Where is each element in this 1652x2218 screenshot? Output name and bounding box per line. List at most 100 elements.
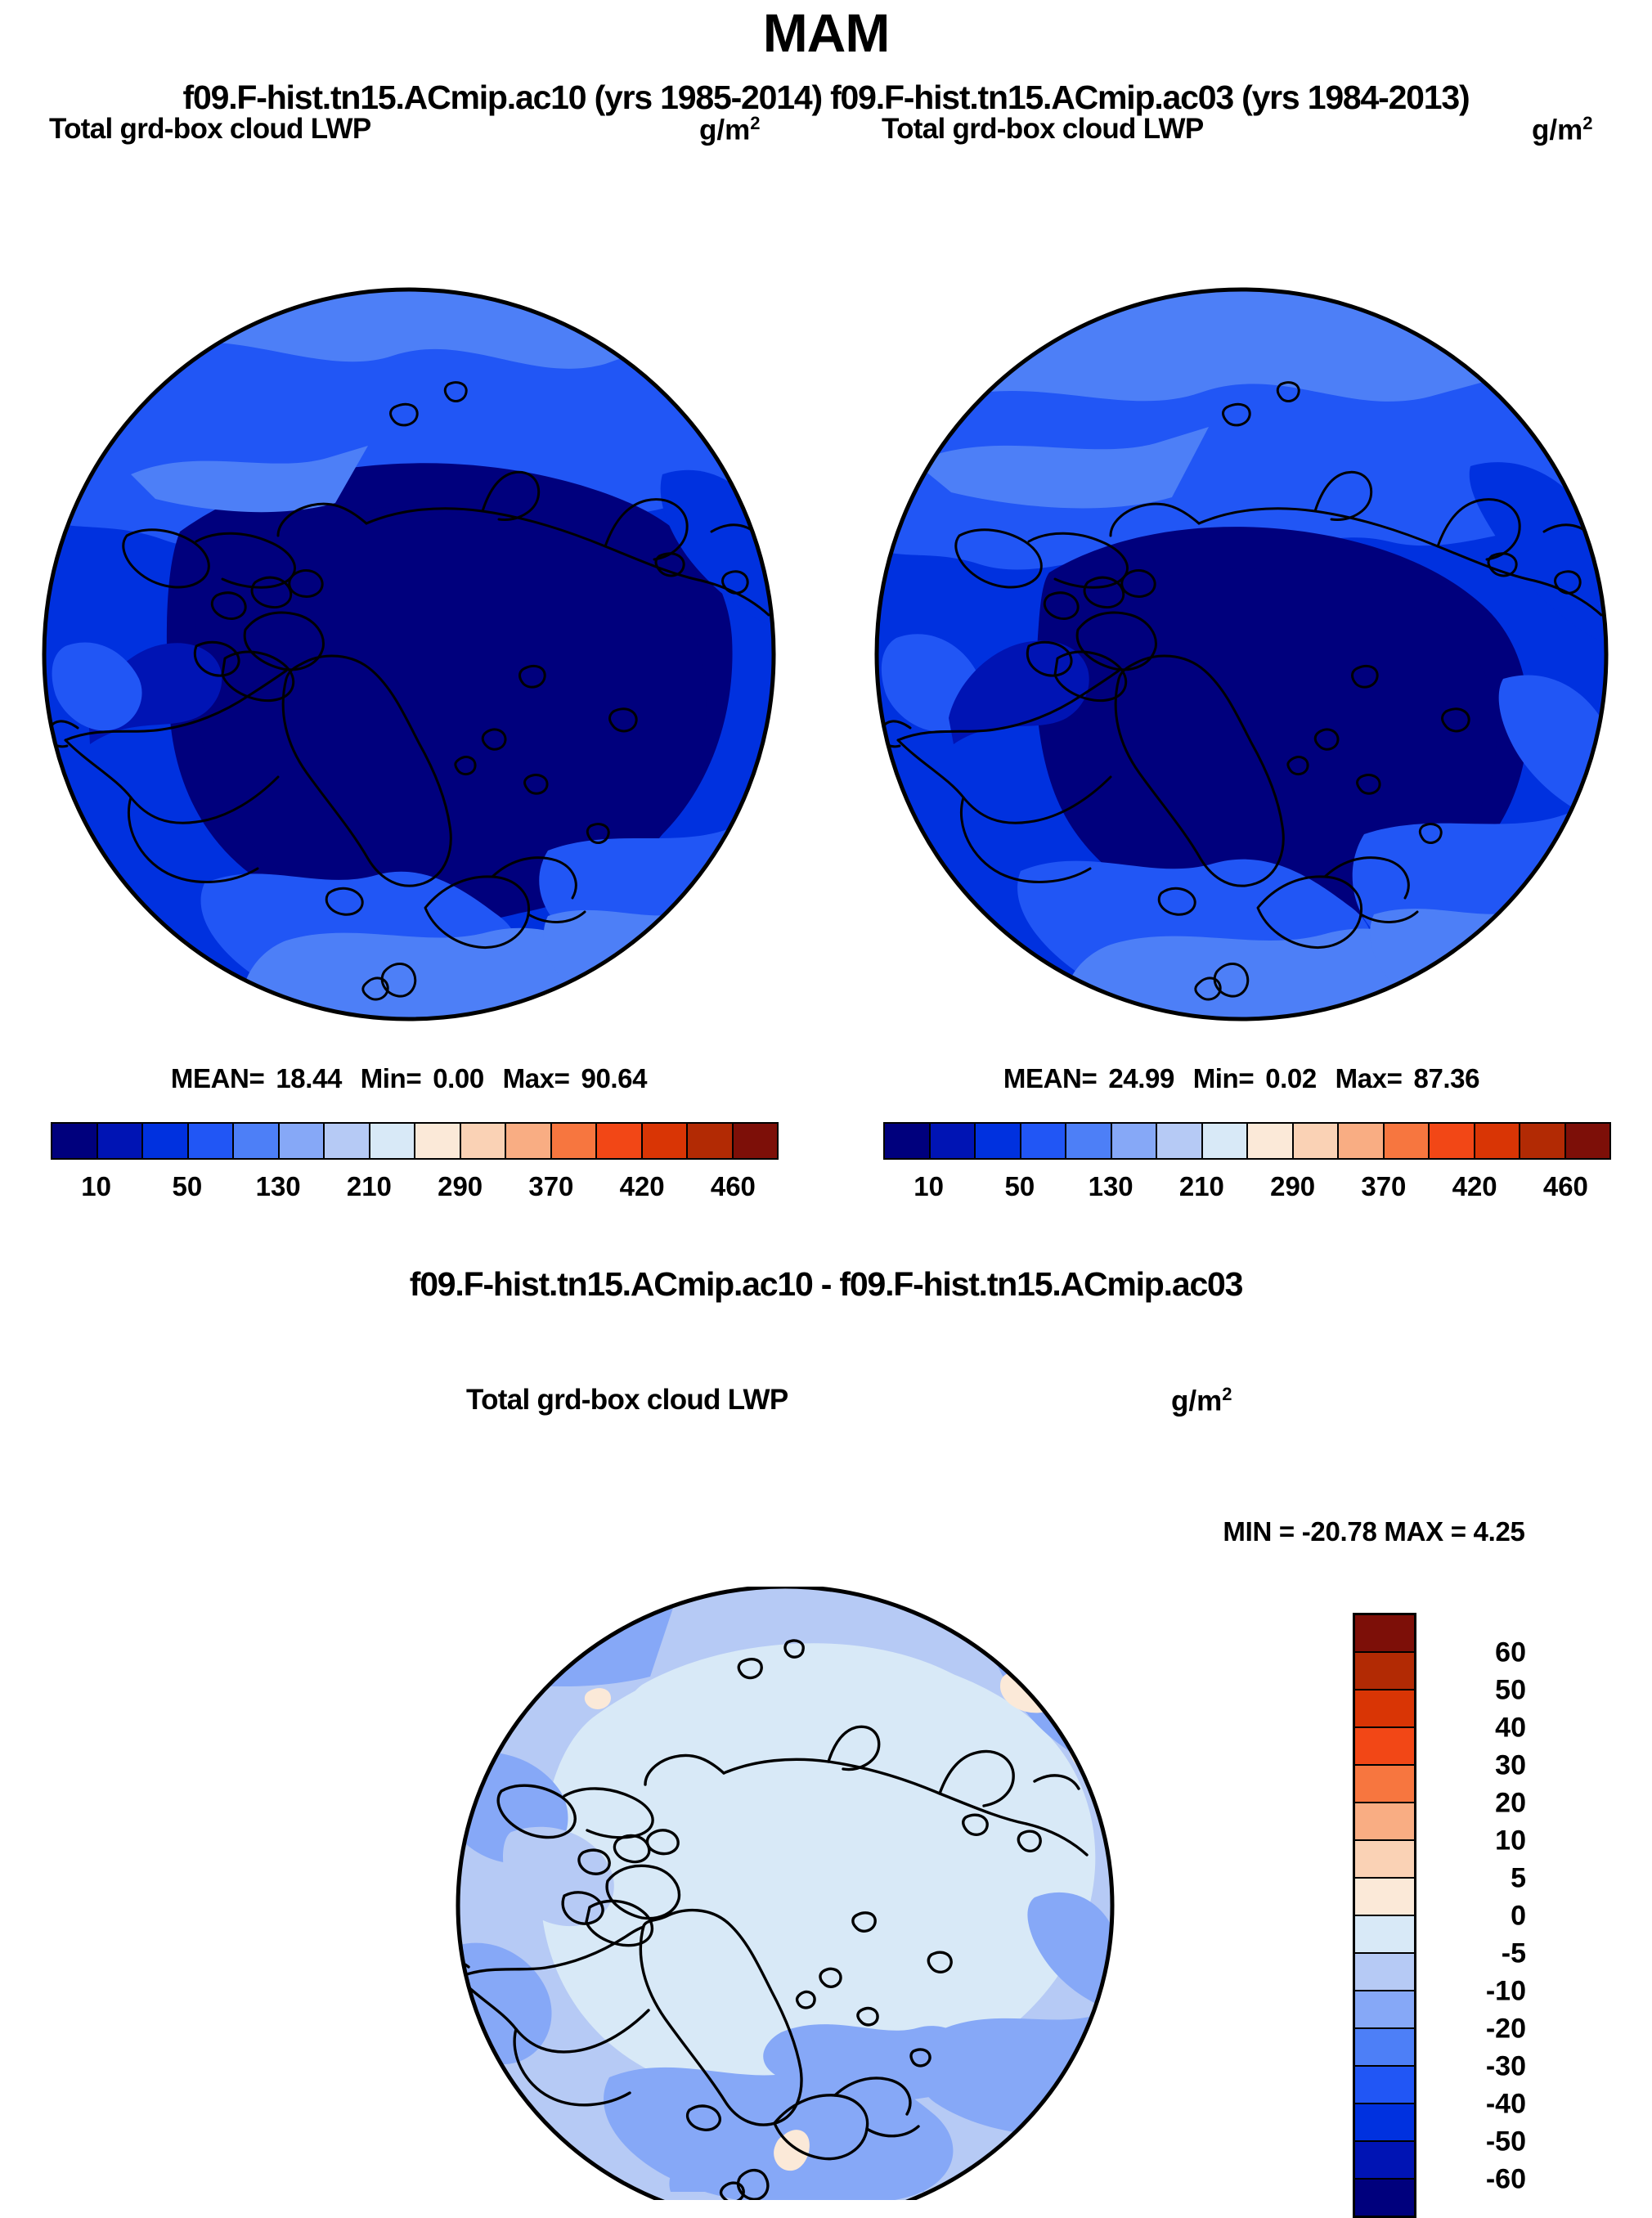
diff-minmax-line: MIN = -20.78 MAX = 4.25 bbox=[1129, 1516, 1619, 1547]
colorbar-cell bbox=[1565, 1124, 1609, 1158]
difference-colorbar-tick-label: 0 bbox=[1511, 1900, 1526, 1932]
colorbar-tick-label: 130 bbox=[255, 1171, 301, 1201]
colorbar-tick-label: 420 bbox=[619, 1171, 665, 1201]
difference-colorbar-tick-label: -60 bbox=[1485, 2163, 1526, 2195]
difference-colorbar bbox=[1353, 1613, 1416, 2218]
left-panel-stats: MEAN= 18.44 Min= 0.00 Max= 90.64 bbox=[41, 1063, 777, 1094]
left-units-exponent: 2 bbox=[750, 113, 761, 133]
difference-colorbar-cell bbox=[1355, 2180, 1414, 2216]
difference-colorbar-tick-label: 40 bbox=[1495, 1712, 1526, 1744]
colorbar-cell bbox=[1475, 1124, 1520, 1158]
right-panel-units: g/m2 bbox=[1532, 113, 1592, 147]
right-colorbar-swatches bbox=[883, 1122, 1611, 1160]
run-subtitle: f09.F-hist.tn15.ACmip.ac10 (yrs 1985-201… bbox=[182, 79, 1470, 116]
difference-colorbar-cell bbox=[1355, 2104, 1414, 2142]
difference-colorbar-ticklabels: 60 50 40 30 20 10 5 0 -5 -10 -20 -30 -40 -50 -60 bbox=[1428, 1613, 1534, 2202]
colorbar-cell bbox=[52, 1124, 98, 1158]
left-min-label: Min= bbox=[360, 1063, 422, 1093]
colorbar-cell bbox=[885, 1124, 931, 1158]
colorbar-cell bbox=[1520, 1124, 1566, 1158]
colorbar-tick-label: 420 bbox=[1452, 1171, 1497, 1201]
left-min-value: 0.00 bbox=[433, 1063, 484, 1093]
difference-colorbar-tick-label: 20 bbox=[1495, 1787, 1526, 1819]
colorbar-cell bbox=[1339, 1124, 1385, 1158]
colorbar-cell bbox=[642, 1124, 688, 1158]
difference-colorbar-tick-label: 60 bbox=[1495, 1637, 1526, 1668]
right-panel-stats: MEAN= 24.99 Min= 0.02 Max= 87.36 bbox=[873, 1063, 1609, 1094]
colorbar-cell bbox=[1384, 1124, 1430, 1158]
colorbar-cell bbox=[188, 1124, 234, 1158]
colorbar-cell bbox=[1293, 1124, 1339, 1158]
page-title: MAM bbox=[762, 2, 891, 63]
difference-colorbar-tick-label: -40 bbox=[1485, 2088, 1526, 2120]
left-panel-caption: Total grd-box cloud LWP bbox=[49, 113, 371, 145]
difference-colorbar-cell bbox=[1355, 2142, 1414, 2180]
difference-colorbar-tick-label: -30 bbox=[1485, 2050, 1526, 2082]
colorbar-cell bbox=[460, 1124, 506, 1158]
difference-colorbar-cell bbox=[1355, 2029, 1414, 2067]
colorbar-tick-label: 210 bbox=[346, 1171, 392, 1201]
colorbar-cell bbox=[733, 1124, 777, 1158]
left-colorbar: 10 50 130 210 290 370 420 460 bbox=[51, 1122, 779, 1207]
colorbar-tick-label: 10 bbox=[81, 1171, 111, 1201]
colorbar-cell bbox=[143, 1124, 189, 1158]
diff-min-value: -20.78 bbox=[1301, 1516, 1377, 1547]
diff-units-base: g/m bbox=[1171, 1385, 1223, 1417]
diff-min-label: MIN = bbox=[1223, 1516, 1295, 1547]
difference-colorbar-tick-label: 10 bbox=[1495, 1825, 1526, 1857]
difference-colorbar-tick-label: 30 bbox=[1495, 1749, 1526, 1781]
colorbar-tick-label: 370 bbox=[528, 1171, 574, 1201]
colorbar-tick-label: 460 bbox=[710, 1171, 756, 1201]
colorbar-tick-label: 290 bbox=[1270, 1171, 1316, 1201]
colorbar-tick-label: 210 bbox=[1178, 1171, 1224, 1201]
right-min-label: Min= bbox=[1192, 1063, 1255, 1093]
colorbar-cell bbox=[1157, 1124, 1203, 1158]
right-colorbar: 10 50 130 210 290 370 420 460 bbox=[883, 1122, 1611, 1207]
difference-colorbar-cell bbox=[1355, 1841, 1414, 1879]
left-units-base: g/m bbox=[699, 114, 751, 146]
right-colorbar-ticklabels: 10 50 130 210 290 370 420 460 bbox=[883, 1171, 1611, 1207]
left-mean-label: MEAN= bbox=[170, 1063, 265, 1093]
right-panel-caption: Total grd-box cloud LWP bbox=[882, 113, 1204, 145]
colorbar-cell bbox=[1111, 1124, 1157, 1158]
colorbar-tick-label: 460 bbox=[1542, 1171, 1588, 1201]
difference-colorbar-tick-label: 5 bbox=[1511, 1862, 1526, 1894]
diff-panel-units: g/m2 bbox=[1171, 1384, 1232, 1418]
difference-colorbar-cell bbox=[1355, 1879, 1414, 1916]
difference-colorbar-cell bbox=[1355, 1991, 1414, 2029]
colorbar-cell bbox=[1066, 1124, 1112, 1158]
difference-colorbar-tick-label: -5 bbox=[1501, 1937, 1526, 1969]
right-units-exponent: 2 bbox=[1582, 113, 1593, 133]
right-polar-map bbox=[874, 287, 1609, 1021]
left-polar-map bbox=[42, 287, 776, 1021]
colorbar-tick-label: 50 bbox=[1004, 1171, 1035, 1201]
diff-units-exponent: 2 bbox=[1222, 1384, 1232, 1404]
difference-colorbar-tick-label: -20 bbox=[1485, 2013, 1526, 2045]
difference-colorbar-tick-label: -50 bbox=[1485, 2126, 1526, 2157]
diff-panel-caption: Total grd-box cloud LWP bbox=[466, 1384, 788, 1416]
left-mean-value: 18.44 bbox=[276, 1063, 342, 1093]
right-units-base: g/m bbox=[1532, 114, 1583, 146]
colorbar-tick-label: 370 bbox=[1361, 1171, 1407, 1201]
right-max-label: Max= bbox=[1335, 1063, 1403, 1093]
difference-colorbar-cell bbox=[1355, 1766, 1414, 1803]
left-colorbar-swatches bbox=[51, 1122, 779, 1160]
colorbar-cell bbox=[930, 1124, 976, 1158]
colorbar-cell bbox=[688, 1124, 734, 1158]
difference-colorbar-cell bbox=[1355, 1615, 1414, 1653]
colorbar-cell bbox=[1021, 1124, 1066, 1158]
right-max-value: 87.36 bbox=[1413, 1063, 1480, 1093]
difference-colorbar-cell bbox=[1355, 1728, 1414, 1766]
left-max-label: Max= bbox=[502, 1063, 570, 1093]
colorbar-tick-label: 130 bbox=[1088, 1171, 1134, 1201]
colorbar-cell bbox=[325, 1124, 370, 1158]
difference-colorbar-cell bbox=[1355, 1690, 1414, 1728]
right-mean-label: MEAN= bbox=[1003, 1063, 1098, 1093]
difference-colorbar-swatches bbox=[1353, 1613, 1416, 2218]
right-mean-value: 24.99 bbox=[1108, 1063, 1174, 1093]
diff-max-value: 4.25 bbox=[1473, 1516, 1525, 1547]
right-min-value: 0.02 bbox=[1265, 1063, 1317, 1093]
left-panel-units: g/m2 bbox=[699, 113, 760, 147]
colorbar-cell bbox=[415, 1124, 461, 1158]
colorbar-cell bbox=[97, 1124, 143, 1158]
